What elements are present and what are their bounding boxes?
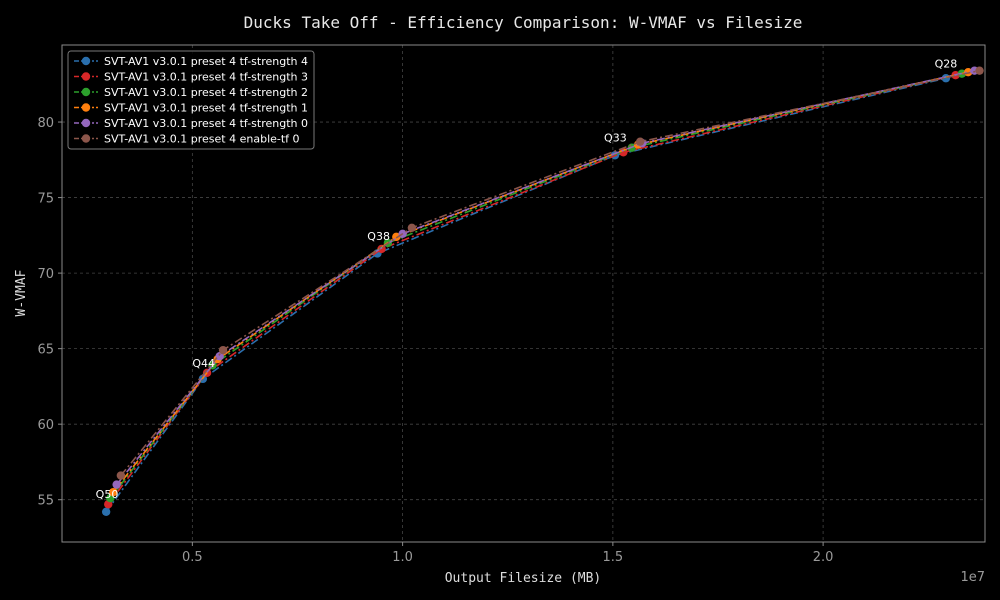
data-point	[407, 223, 417, 232]
legend-label: SVT-AV1 v3.0.1 preset 4 enable-tf 0	[104, 133, 300, 146]
qp-label: Q33	[604, 132, 627, 145]
plot-frame	[61, 44, 986, 543]
legend-swatch-marker	[81, 118, 91, 128]
y-axis-ticks: 55 60 65 70 75 80	[37, 116, 62, 509]
series-5	[116, 66, 984, 480]
legend-swatch-marker	[81, 134, 91, 143]
legend-label: SVT-AV1 v3.0.1 preset 4 tf-strength 3	[104, 71, 308, 84]
x-tick-label: 2.0	[813, 550, 834, 565]
legend-item: SVT-AV1 v3.0.1 preset 4 tf-strength 2	[74, 86, 308, 99]
x-axis-ticks: 0.5 1.0 1.5 2.0	[182, 542, 833, 565]
y-tick-label: 55	[37, 494, 54, 509]
legend-label: SVT-AV1 v3.0.1 preset 4 tf-strength 0	[104, 117, 308, 130]
legend-item: SVT-AV1 v3.0.1 preset 4 tf-strength 3	[74, 71, 308, 84]
x-axis-label: Output Filesize (MB)	[445, 571, 602, 586]
legend-item: SVT-AV1 v3.0.1 preset 4 tf-strength 4	[74, 55, 308, 68]
y-tick-label: 60	[37, 418, 54, 433]
qp-label: Q44	[192, 357, 215, 370]
data-point	[101, 507, 111, 516]
series-layer	[101, 66, 984, 516]
data-point	[975, 66, 984, 75]
data-point	[112, 480, 121, 489]
qp-labels: Q50 Q44 Q38 Q33 Q28	[96, 58, 958, 502]
y-tick-label: 65	[37, 343, 54, 358]
data-point	[635, 137, 645, 146]
y-axis-label: W-VMAF	[14, 269, 29, 316]
grid	[62, 45, 985, 542]
legend-item: SVT-AV1 v3.0.1 preset 4 tf-strength 1	[74, 102, 308, 115]
legend-swatch-marker	[81, 72, 91, 81]
legend: SVT-AV1 v3.0.1 preset 4 tf-strength 4 SVT…	[67, 50, 315, 150]
data-point	[116, 471, 126, 480]
legend-item: SVT-AV1 v3.0.1 preset 4 enable-tf 0	[74, 133, 300, 146]
y-tick-label: 80	[37, 116, 54, 131]
qp-label: Q50	[96, 488, 119, 501]
series-line	[107, 74, 956, 505]
legend-label: SVT-AV1 v3.0.1 preset 4 tf-strength 1	[104, 102, 308, 115]
y-tick-label: 70	[37, 267, 54, 282]
legend-swatch-marker	[81, 56, 91, 66]
legend-label: SVT-AV1 v3.0.1 preset 4 tf-strength 2	[104, 86, 308, 99]
x-tick-label: 0.5	[182, 550, 203, 565]
legend-item: SVT-AV1 v3.0.1 preset 4 tf-strength 0	[74, 117, 308, 130]
legend-swatch-marker	[81, 103, 91, 112]
qp-label: Q38	[367, 230, 390, 243]
qp-label: Q28	[935, 58, 958, 71]
legend-label: SVT-AV1 v3.0.1 preset 4 tf-strength 4	[104, 55, 308, 68]
data-point	[218, 345, 228, 355]
legend-box	[67, 50, 315, 150]
data-point	[109, 487, 118, 497]
series-line	[109, 72, 963, 499]
chart-title: Ducks Take Off - Efficiency Comparison: …	[244, 13, 803, 32]
y-tick-label: 75	[37, 192, 54, 207]
x-tick-label: 1.5	[603, 550, 624, 565]
legend-swatch-marker	[81, 87, 91, 97]
x-axis-offset-text: 1e7	[960, 570, 985, 585]
x-tick-label: 1.0	[392, 550, 413, 565]
